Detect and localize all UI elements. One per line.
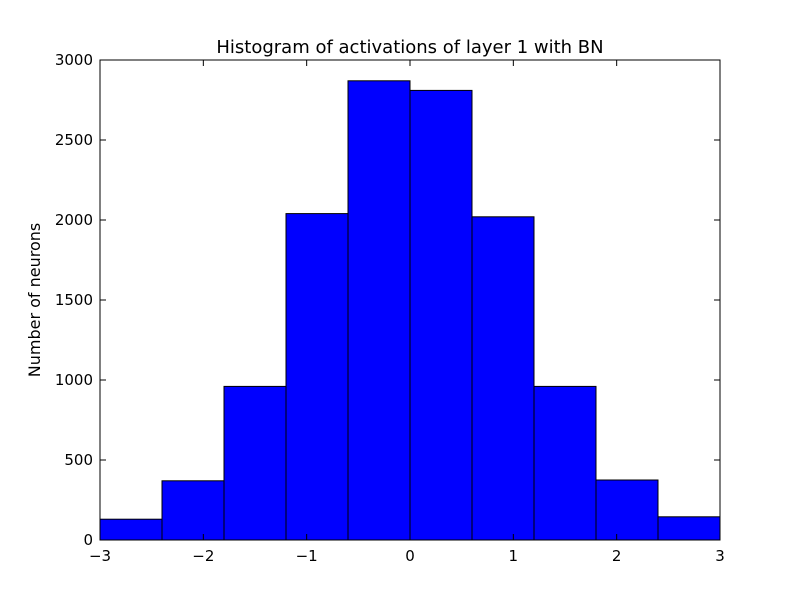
histogram-bar	[409, 89, 473, 541]
histogram-bar	[285, 213, 349, 541]
x-tick-label: 1	[509, 547, 519, 565]
y-tick-label: 0	[83, 531, 93, 549]
x-tick-label: −2	[192, 547, 214, 565]
histogram-bar	[657, 516, 721, 541]
histogram-bar	[347, 80, 411, 541]
x-tick-label: 2	[612, 547, 622, 565]
y-tick-label: 3000	[55, 51, 93, 69]
histogram-bar	[471, 216, 535, 541]
x-tick-label: −3	[89, 547, 111, 565]
x-tick-label: −1	[296, 547, 318, 565]
histogram-bar	[595, 479, 659, 541]
histogram-bar	[99, 518, 163, 541]
plot-frame	[99, 59, 721, 541]
y-tick-label: 1500	[55, 291, 93, 309]
y-axis-label: Number of neurons	[25, 223, 44, 377]
ticks-group: −3 −2 −1 0 1 2 3 0 500 1000 1500 2000 2500 3000	[55, 51, 725, 565]
histogram-bar	[533, 385, 597, 541]
bars-group	[99, 80, 721, 541]
x-tick-label: 0	[405, 547, 415, 565]
histogram-bar	[161, 480, 225, 541]
histogram-bar	[223, 385, 287, 541]
y-tick-label: 2500	[55, 131, 93, 149]
x-tick-label: 3	[715, 547, 725, 565]
y-tick-label: 1000	[55, 371, 93, 389]
y-tick-label: 500	[64, 451, 93, 469]
y-tick-label: 2000	[55, 211, 93, 229]
chart-title: Histogram of activations of layer 1 with…	[216, 37, 603, 58]
